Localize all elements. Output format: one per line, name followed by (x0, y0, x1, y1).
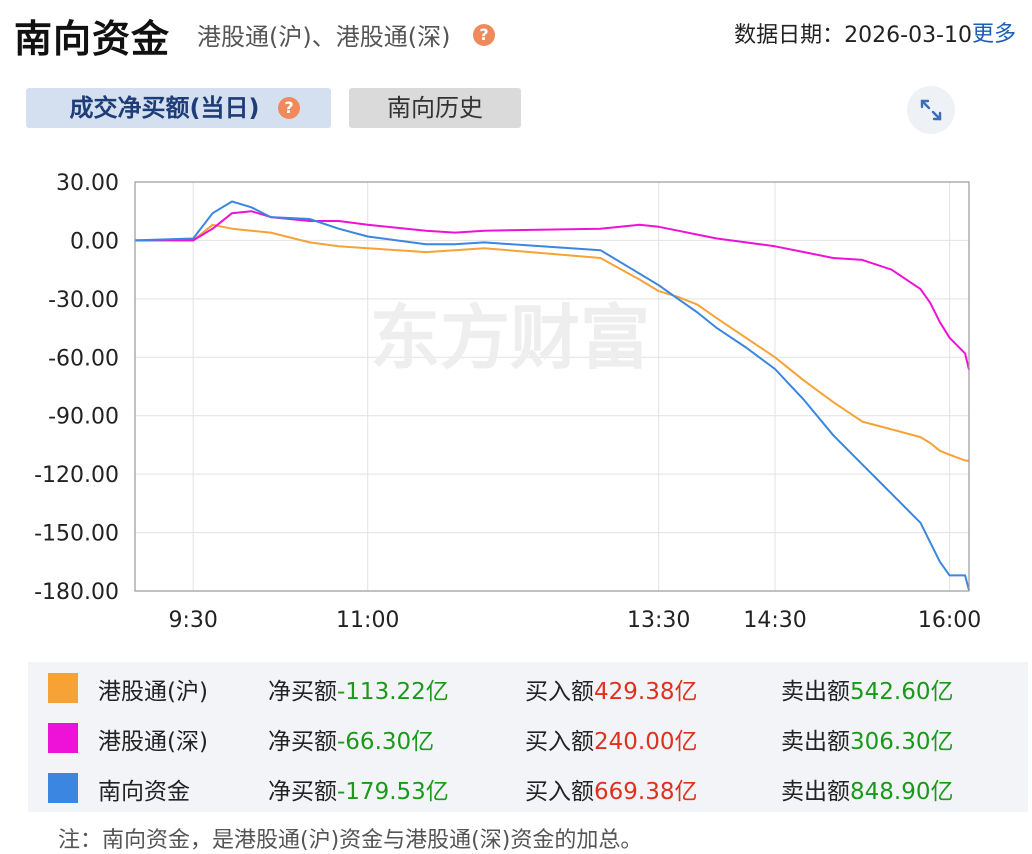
help-icon[interactable]: ? (473, 24, 495, 46)
chart-header: 南向资金 港股通(沪)、港股通(深) ? 数据日期：2026-03-10 更多 (0, 0, 1032, 61)
help-icon[interactable]: ? (278, 97, 300, 119)
tab-southbound-history-label: 南向历史 (387, 94, 483, 122)
sell-label: 卖出额 (781, 779, 850, 805)
sell-cell: 卖出额848.90亿 (781, 772, 953, 806)
net-buy-value: -113.22亿 (337, 679, 449, 705)
x-tick-label: 9:30 (168, 608, 217, 633)
buy-label: 买入额 (525, 679, 594, 705)
buy-value: 669.38亿 (594, 779, 698, 805)
sell-label: 卖出额 (781, 679, 850, 705)
watermark-text: 东方财富 (370, 297, 650, 379)
more-link[interactable]: 更多 (971, 22, 1016, 47)
y-tick-label: 30.00 (56, 171, 119, 196)
sell-label: 卖出额 (781, 729, 850, 755)
buy-label: 买入额 (525, 729, 594, 755)
legend-row-southbound: 南向资金 净买额-179.53亿 买入额669.38亿 卖出额848.90亿 (28, 762, 1028, 812)
buy-cell: 买入额429.38亿 (525, 672, 697, 706)
expand-button[interactable] (907, 86, 955, 134)
sell-value: 542.60亿 (850, 679, 954, 705)
y-tick-label: -90.00 (48, 405, 119, 430)
net-buy-label: 净买额 (268, 779, 337, 805)
buy-label: 买入额 (525, 779, 594, 805)
legend-name: 南向资金 (98, 779, 190, 805)
legend-swatch (48, 773, 78, 803)
legend-name: 港股通(深) (98, 729, 208, 755)
net-buy-value: -66.30亿 (337, 729, 435, 755)
y-tick-label: -150.00 (34, 522, 119, 547)
y-tick-label: -180.00 (34, 580, 119, 605)
buy-value: 429.38亿 (594, 679, 698, 705)
buy-cell: 买入额669.38亿 (525, 772, 697, 806)
sell-cell: 卖出额542.60亿 (781, 672, 953, 706)
legend-swatch (48, 673, 78, 703)
legend-row-hk-sz: 港股通(深) 净买额-66.30亿 买入额240.00亿 卖出额306.30亿 (28, 712, 1028, 762)
net-buy-label: 净买额 (268, 729, 337, 755)
net-buy-label: 净买额 (268, 679, 337, 705)
page-subtitle: 港股通(沪)、港股通(深) (197, 23, 451, 51)
buy-cell: 买入额240.00亿 (525, 722, 697, 756)
x-tick-label: 13:30 (627, 608, 690, 633)
net-buy-cell: 净买额-179.53亿 (268, 772, 449, 806)
y-tick-label: -60.00 (48, 346, 119, 371)
line-chart: 东方财富 30.00 0.00 -30.00 -60.00 -90.00 -120.00 -… (34, 171, 981, 633)
x-tick-label: 14:30 (743, 608, 806, 633)
tab-net-buy-today-label: 成交净买额(当日) (69, 94, 260, 122)
y-tick-label: -120.00 (34, 463, 119, 488)
page-title: 南向资金 (14, 17, 171, 61)
legend-name: 港股通(沪) (98, 679, 208, 705)
series-line (135, 223, 970, 462)
net-buy-cell: 净买额-113.22亿 (268, 672, 449, 706)
plot-frame (134, 181, 970, 592)
legend-row-hk-sh: 港股通(沪) 净买额-113.22亿 买入额429.38亿 卖出额542.60亿 (28, 662, 1028, 712)
x-tick-label: 16:00 (918, 608, 981, 633)
series-line (134, 200, 970, 591)
legend-swatch (48, 723, 78, 753)
chart-area: 东方财富 30.00 0.00 -30.00 -60.00 -90.00 -120.00 -… (0, 150, 1032, 650)
footnote: 注：南向资金，是港股通(沪)资金与港股通(深)资金的加总。 (58, 828, 643, 853)
x-tick-label: 11:00 (336, 608, 399, 633)
y-tick-label: 0.00 (70, 229, 119, 254)
sell-cell: 卖出额306.30亿 (781, 722, 953, 756)
net-buy-cell: 净买额-66.30亿 (268, 722, 434, 756)
net-buy-value: -179.53亿 (337, 779, 449, 805)
y-tick-label: -30.00 (48, 288, 119, 313)
buy-value: 240.00亿 (594, 729, 698, 755)
expand-icon (920, 99, 942, 121)
data-date-label: 数据日期：2026-03-10 (734, 23, 972, 48)
sell-value: 306.30亿 (850, 729, 954, 755)
tab-southbound-history[interactable]: 南向历史 (349, 88, 521, 128)
legend-table: 港股通(沪) 净买额-113.22亿 买入额429.38亿 卖出额542.60亿… (28, 662, 1028, 812)
sell-value: 848.90亿 (850, 779, 954, 805)
